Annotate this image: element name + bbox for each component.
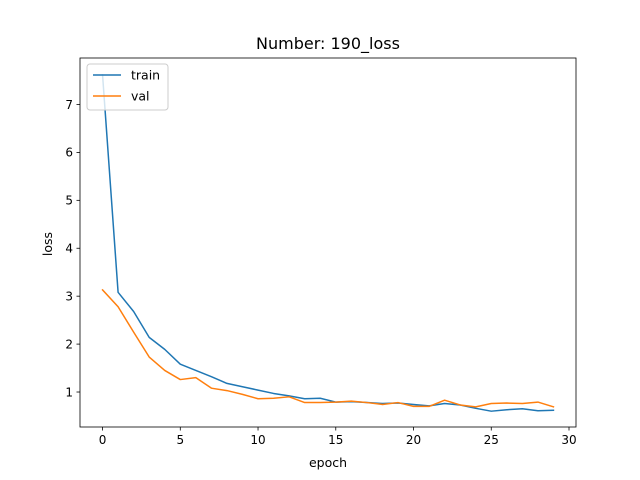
legend-label-train: train [131,68,160,83]
y-axis-label: loss [40,232,55,256]
chart-title: Number: 190_loss [256,34,400,54]
x-tick-label: 0 [99,433,107,447]
axes-frame [79,57,577,428]
x-tick-label: 15 [328,433,343,447]
x-axis-label: epoch [309,455,347,470]
x-tick-label: 10 [250,433,265,447]
y-tick-label: 5 [65,194,73,208]
series-line-val [101,288,555,408]
y-tick-label: 4 [65,242,73,256]
y-tick-label: 3 [65,289,73,303]
x-tick-label: 30 [561,433,576,447]
x-tick-label: 20 [406,433,421,447]
series-line-train [101,73,555,412]
y-tick-label: 1 [65,385,73,399]
plot-area: 0 5 10 15 20 25 30 1 2 3 4 5 6 7 train val [65,57,577,447]
x-tick-label: 25 [484,433,499,447]
y-tick-label: 6 [65,146,73,160]
legend-label-val: val [131,89,150,104]
y-tick-label: 2 [65,337,73,351]
y-tick-label: 7 [65,98,73,112]
x-tick-label: 5 [176,433,184,447]
